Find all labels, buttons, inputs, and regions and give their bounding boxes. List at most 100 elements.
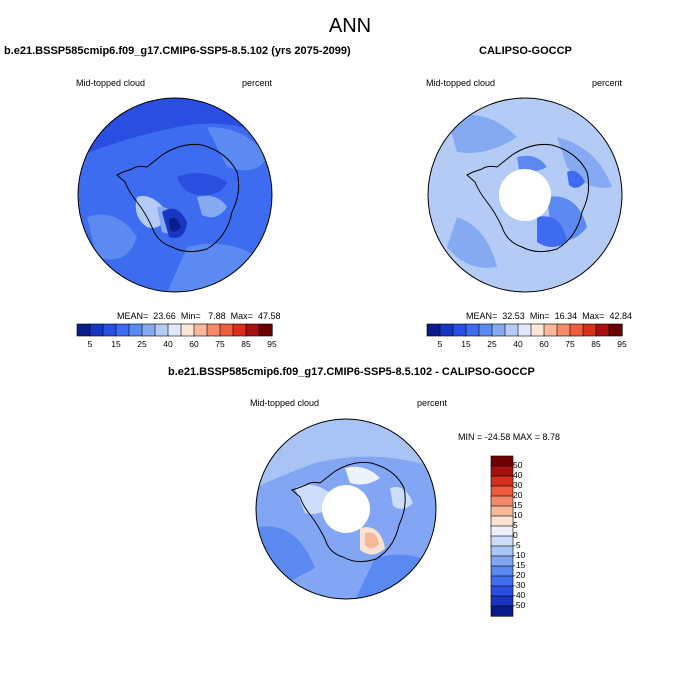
obs-map-region: [537, 216, 567, 247]
diff-minmax: MIN = -24.58 MAX = 8.78: [458, 432, 561, 442]
colorbar-box: [490, 455, 514, 467]
colorbar-tick-label: -20: [513, 570, 526, 580]
colorbar-box: [490, 495, 514, 507]
colorbar-box: [490, 475, 514, 487]
colorbar-box: [115, 323, 130, 337]
colorbar-tick-label: 75: [215, 339, 225, 349]
colorbar-box: [595, 323, 610, 337]
model-coastline: [116, 144, 240, 253]
obs-panel-title: CALIPSO-GOCCP: [479, 45, 572, 57]
colorbar-tick-label: 50: [513, 460, 523, 470]
colorbar-box: [141, 323, 156, 337]
colorbar-tick-label: 15: [111, 339, 121, 349]
obs-polar-map: [427, 97, 623, 293]
colorbar-tick-label: 30: [513, 480, 523, 490]
colorbar-tick-label: 85: [241, 339, 251, 349]
colorbar-box: [490, 585, 514, 597]
colorbar-tick-label: 25: [137, 339, 147, 349]
model-map-region: [135, 196, 167, 228]
colorbar-box: [490, 565, 514, 577]
colorbar-tick-label: 95: [617, 339, 627, 349]
obs-map-region: [517, 155, 547, 172]
obs-map-region: [447, 114, 517, 153]
colorbar-box: [193, 323, 208, 337]
colorbar-tick-label: 5: [437, 339, 443, 349]
colorbar-box: [582, 323, 597, 337]
model-variable-label: Mid-topped cloud: [76, 78, 146, 88]
colorbar-box: [102, 323, 117, 337]
colorbar-box: [426, 323, 441, 337]
model-map-border: [77, 97, 273, 293]
obs-units-label: percent: [592, 78, 623, 88]
colorbar-box: [490, 525, 514, 537]
colorbar-box: [490, 545, 514, 557]
obs-map-region: [567, 170, 585, 188]
colorbar-box: [490, 575, 514, 587]
colorbar-box: [490, 505, 514, 517]
colorbar-box: [490, 515, 514, 527]
colorbar-box: [504, 323, 519, 337]
colorbar-box: [167, 323, 182, 337]
colorbar-tick-label: 5: [87, 339, 93, 349]
colorbar-box: [569, 323, 584, 337]
colorbar-tick-label: 60: [189, 339, 199, 349]
model-map-region: [177, 173, 227, 196]
colorbar-tick-label: -5: [513, 540, 521, 550]
colorbar-box: [219, 323, 234, 337]
diff-map-nodata: [322, 485, 370, 533]
colorbar-box: [180, 323, 195, 337]
colorbar-box: [128, 323, 143, 337]
diff-polar-map: [255, 418, 437, 600]
colorbar-tick-label: 25: [487, 339, 497, 349]
colorbar-box: [490, 535, 514, 547]
colorbar-box: [478, 323, 493, 337]
colorbar-tick-label: 40: [163, 339, 173, 349]
obs-variable-label: Mid-topped cloud: [426, 78, 496, 88]
model-polar-map: [77, 97, 273, 293]
diff-coastline: [291, 461, 406, 563]
colorbar-box: [543, 323, 558, 337]
colorbar-box: [490, 485, 514, 497]
diff-panel-title: b.e21.BSSP585cmip6.f09_g17.CMIP6-SSP5-8.…: [168, 366, 535, 378]
diff-units-label: percent: [417, 398, 448, 408]
colorbar-box: [258, 323, 273, 337]
colorbar-tick-label: 0: [513, 530, 518, 540]
obs-map-region: [557, 137, 612, 188]
colorbar-tick-label: 75: [565, 339, 575, 349]
colorbar-tick-label: 5: [513, 520, 518, 530]
obs-colorbar: [426, 323, 623, 337]
colorbar-box: [76, 323, 91, 337]
diff-variable-label: Mid-topped cloud: [250, 398, 320, 408]
colorbar-box: [556, 323, 571, 337]
colorbar-tick-label: 40: [513, 470, 523, 480]
colorbar-tick-label: -40: [513, 590, 526, 600]
colorbar-tick-label: 15: [513, 500, 523, 510]
colorbar-box: [530, 323, 545, 337]
diff-map-region: [345, 466, 380, 485]
model-map-region: [87, 214, 137, 260]
colorbar-tick-label: 10: [513, 510, 523, 520]
colorbar-box: [206, 323, 221, 337]
colorbar-tick-label: 40: [513, 339, 523, 349]
model-map-region: [207, 127, 267, 171]
model-map-region: [169, 218, 181, 232]
diff-map-region: [365, 532, 379, 549]
model-units-label: percent: [242, 78, 273, 88]
obs-map-border: [427, 97, 623, 293]
colorbar-tick-label: -50: [513, 600, 526, 610]
obs-coastline: [466, 144, 590, 253]
colorbar-tick-label: 20: [513, 490, 523, 500]
diff-map-region: [390, 487, 413, 509]
colorbar-box: [490, 465, 514, 477]
colorbar-box: [490, 605, 514, 617]
colorbar-box: [439, 323, 454, 337]
diff-map-region: [256, 419, 436, 488]
colorbar-tick-label: 95: [267, 339, 277, 349]
diff-map-border: [255, 418, 437, 600]
colorbar-box: [465, 323, 480, 337]
obs-stats: MEAN= 32.53 Min= 16.34 Max= 42.84: [466, 311, 632, 321]
colorbar-box: [154, 323, 169, 337]
model-map-region: [78, 98, 272, 157]
colorbar-box: [490, 555, 514, 567]
page-title: ANN: [328, 15, 372, 37]
